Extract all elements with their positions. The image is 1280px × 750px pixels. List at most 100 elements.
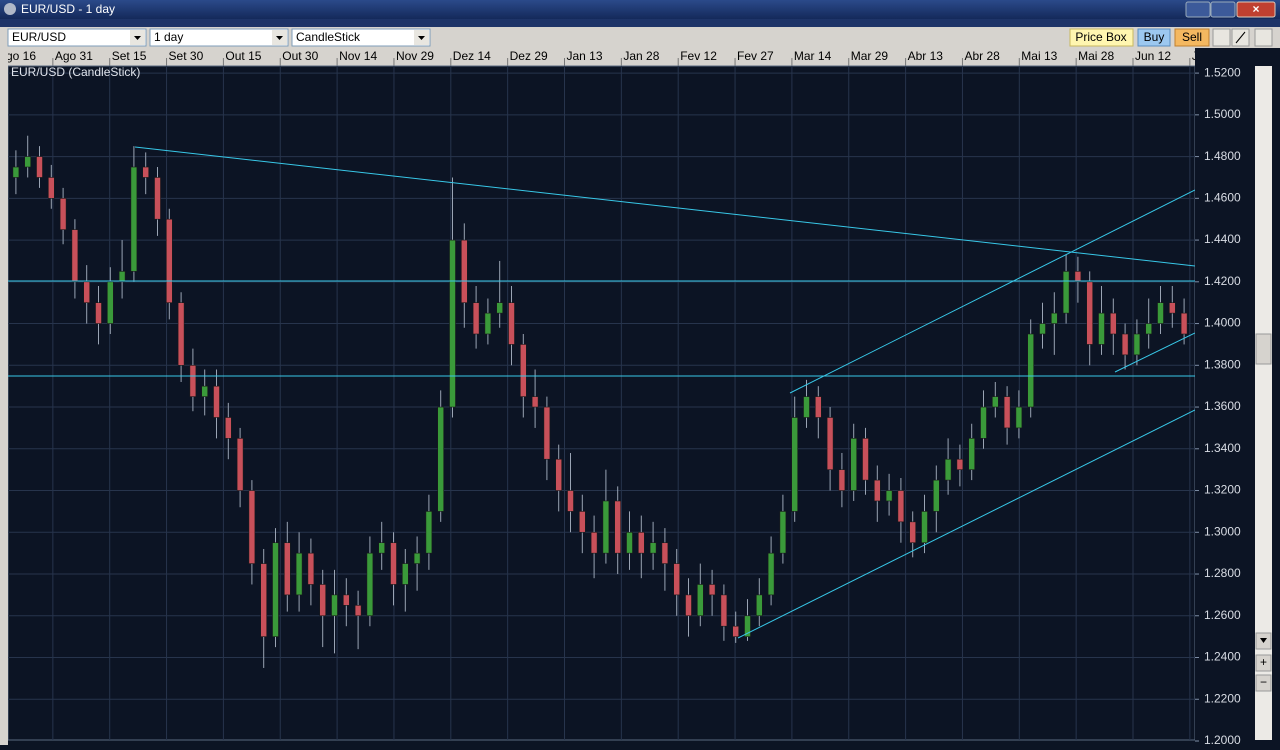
candle-body <box>779 511 787 554</box>
x-tick-label: Ago 16 <box>0 49 36 63</box>
scrollbar[interactable] <box>1255 66 1272 740</box>
zoom-in[interactable] <box>1255 654 1272 672</box>
x-tick-label: Jun 12 <box>1135 49 1171 63</box>
candle-body <box>130 166 138 272</box>
buy-button[interactable] <box>1137 28 1171 47</box>
detach-button[interactable] <box>1254 28 1273 47</box>
candle-body <box>873 479 881 502</box>
buy-text: Buy <box>1144 30 1165 44</box>
x-tick-label: Mar 14 <box>794 49 832 63</box>
plus-icon: + <box>1260 655 1267 669</box>
zoom-out[interactable] <box>1255 674 1272 692</box>
x-tick-label: Abr 13 <box>908 49 944 63</box>
x-tick-label: Jan 13 <box>567 49 603 63</box>
candle-body <box>437 406 445 512</box>
candle-body <box>696 584 704 617</box>
candle-body <box>519 344 527 397</box>
y-tick-label: 1.3800 <box>1204 357 1241 371</box>
y-tick-label: 1.2600 <box>1204 608 1241 622</box>
candle-body <box>307 552 315 585</box>
candle-body <box>885 490 893 502</box>
candle-body <box>1133 333 1141 356</box>
date-labels: Ago 16 Ago 31 Set 15 Set 30 Out 15 Out 30 Nov … <box>0 49 1222 66</box>
period-dropdown[interactable] <box>149 28 289 47</box>
x-tick-label: Nov 14 <box>339 49 377 63</box>
candle-body <box>1062 271 1070 314</box>
candle-body <box>154 177 161 220</box>
price-box-button[interactable] <box>1069 28 1134 47</box>
close-button[interactable] <box>1236 1 1276 18</box>
x-tick-label: Ago 31 <box>55 49 93 63</box>
candle-body <box>991 396 999 408</box>
arrow-icon <box>134 36 141 40</box>
maximize-button[interactable] <box>1210 1 1236 18</box>
candle-body <box>1157 302 1164 324</box>
candle-body <box>673 563 681 596</box>
candle-body <box>791 417 799 512</box>
left-border <box>0 48 8 745</box>
instrument-dropdown[interactable] <box>7 28 147 47</box>
line-icon <box>1235 31 1246 44</box>
trend-line <box>134 146 1195 267</box>
candle-body <box>36 156 43 178</box>
candle-body <box>95 302 102 324</box>
x-tick-label: Dez 14 <box>453 49 491 63</box>
candle-body <box>626 531 633 554</box>
y-tick-label: 1.3600 <box>1204 399 1241 413</box>
candle-body <box>921 511 928 544</box>
candle-body <box>531 396 539 408</box>
x-tick-label: Jun 2 <box>1192 49 1222 63</box>
sell-button[interactable] <box>1174 28 1210 47</box>
candle-body <box>602 500 610 554</box>
x-tick-label: Abr 28 <box>964 49 1000 63</box>
candles <box>12 135 1188 668</box>
candle-body <box>283 542 291 596</box>
candle-body <box>12 166 20 178</box>
candle-body <box>1098 312 1105 345</box>
candle-body <box>685 594 692 617</box>
candle-body <box>449 239 456 408</box>
candle-body <box>331 594 338 617</box>
candle-body <box>401 563 409 585</box>
candle-body <box>543 406 551 460</box>
candle-body <box>1027 333 1034 408</box>
candle-body <box>649 542 657 554</box>
indicator-button[interactable] <box>1212 28 1231 47</box>
candle-body <box>177 302 185 366</box>
minimize-button[interactable] <box>1185 1 1211 18</box>
candle-body <box>1015 406 1023 429</box>
candle-body <box>248 490 256 564</box>
candle-body <box>555 458 563 491</box>
candle-body <box>107 281 114 324</box>
candle-body <box>71 229 79 283</box>
x-tick-label: Mai 28 <box>1078 49 1114 63</box>
title-strip <box>0 19 1280 27</box>
candle-body <box>567 490 574 512</box>
candle-body <box>590 531 598 554</box>
candle-body <box>897 490 905 523</box>
candle-body <box>225 417 232 439</box>
style-dropdown[interactable] <box>291 28 431 47</box>
candle-body <box>1051 312 1058 324</box>
candle-body <box>637 531 645 554</box>
candle-body <box>1169 302 1176 314</box>
candle-body <box>1145 323 1152 335</box>
sell-text: Sell <box>1182 30 1202 44</box>
y-tick-label: 1.5000 <box>1204 107 1241 121</box>
candle-body <box>272 542 279 637</box>
candle-body <box>1086 281 1093 345</box>
candle-body <box>956 458 964 470</box>
candle-body <box>578 511 586 533</box>
y-tick-label: 1.3000 <box>1204 524 1241 538</box>
scroll-thumb[interactable] <box>1255 333 1272 365</box>
y-tick-label: 1.4000 <box>1204 316 1241 330</box>
arrow-icon <box>276 36 283 40</box>
candle-body <box>932 479 940 512</box>
candle-body <box>425 511 433 554</box>
candle-body <box>295 552 303 596</box>
candle-body <box>319 584 327 617</box>
candle-body <box>189 365 197 397</box>
channel-line <box>789 189 1195 394</box>
